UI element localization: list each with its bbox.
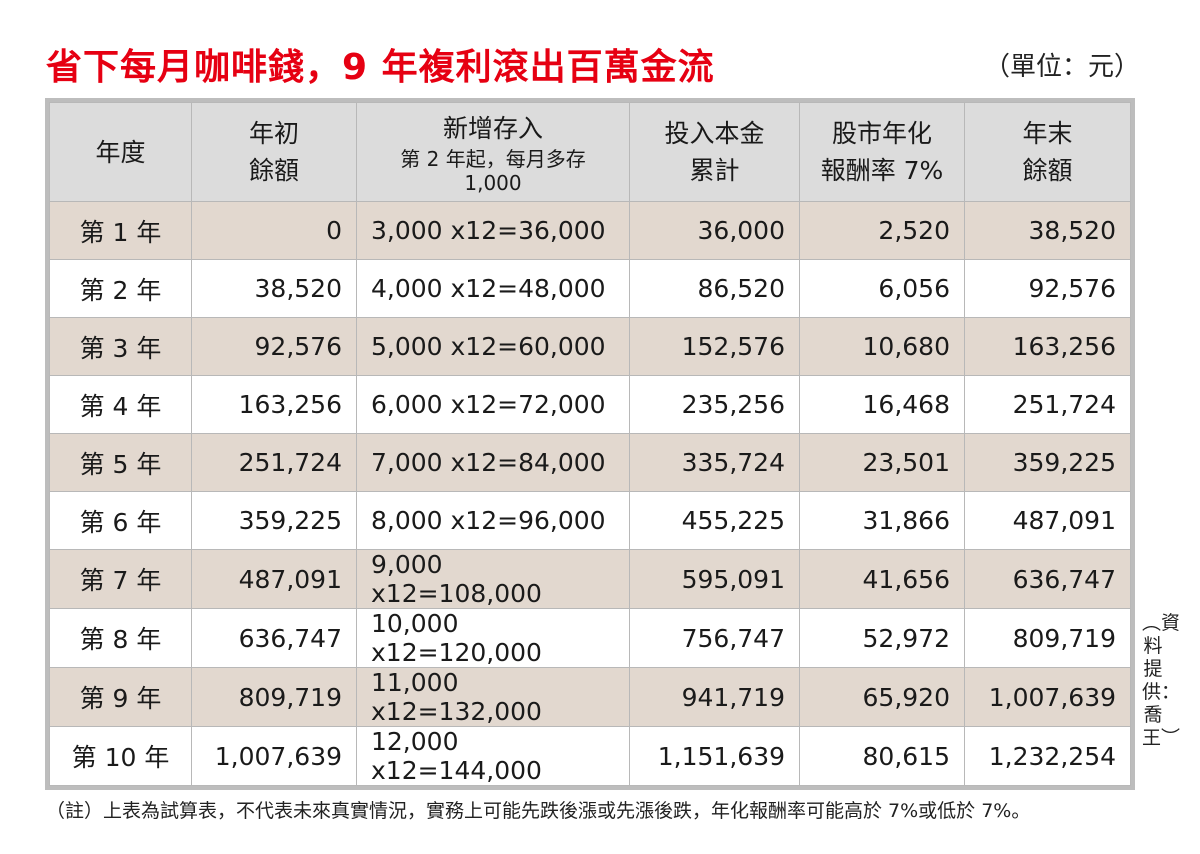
column-header: 年初 餘額 xyxy=(191,102,357,202)
table-cell: 12,000 x12=144,000 xyxy=(356,726,630,786)
table-cell: 23,501 xyxy=(799,433,965,492)
table-cell: 1,151,639 xyxy=(629,726,800,786)
table-row: 第 8 年 636,747 10,000 x12=120,000 756,747 52,… xyxy=(49,608,1131,668)
table-cell: 第 6 年 xyxy=(49,491,192,550)
table-cell: 第 1 年 xyxy=(49,201,192,260)
table-cell: 31,866 xyxy=(799,491,965,550)
table-cell: 第 4 年 xyxy=(49,375,192,434)
table-cell: 5,000 x12=60,000 xyxy=(356,317,630,376)
unit-label: （單位：元） xyxy=(983,52,1140,82)
table-cell: 第 9 年 xyxy=(49,667,192,727)
table-cell: 3,000 x12=36,000 xyxy=(356,201,630,260)
table-cell: 38,520 xyxy=(191,259,357,318)
column-header-sublabel: 第 2 年起，每月多存 1,000 xyxy=(400,146,586,195)
column-header-label: 年末 餘額 xyxy=(1022,119,1073,185)
column-header: 年末 餘額 xyxy=(964,102,1131,202)
table-cell: 9,000 x12=108,000 xyxy=(356,549,630,609)
table-cell: 0 xyxy=(191,201,357,260)
table-cell: 38,520 xyxy=(964,201,1131,260)
table-row: 第 2 年 38,520 4,000 x12=48,000 86,520 6,056 92… xyxy=(49,259,1131,318)
table-row: 第 1 年 0 3,000 x12=36,000 36,000 2,520 38,520 xyxy=(49,201,1131,260)
savings-table: 年度 年初 餘額 新增存入第 2 年起，每月多存 1,000 投入本金 累計 股市年化 … xyxy=(45,98,1135,790)
table-cell: 359,225 xyxy=(191,491,357,550)
table-row: 第 9 年 809,719 11,000 x12=132,000 941,719 65,… xyxy=(49,667,1131,727)
column-header-label: 年初 餘額 xyxy=(248,119,299,185)
table-cell: 52,972 xyxy=(799,608,965,668)
table-cell: 636,747 xyxy=(191,608,357,668)
table-cell: 455,225 xyxy=(629,491,800,550)
table-cell: 487,091 xyxy=(191,549,357,609)
table-row: 第 7 年 487,091 9,000 x12=108,000 595,091 41,6… xyxy=(49,549,1131,609)
column-header: 投入本金 累計 xyxy=(629,102,800,202)
table-row: 第 4 年 163,256 6,000 x12=72,000 235,256 16,46… xyxy=(49,375,1131,434)
table-cell: 4,000 x12=48,000 xyxy=(356,259,630,318)
footnote: （註）上表為試算表，不代表未來真實情況，實務上可能先跌後漲或先漲後跌，年化報酬率… xyxy=(46,800,1031,822)
table-cell: 92,576 xyxy=(191,317,357,376)
table-cell: 92,576 xyxy=(964,259,1131,318)
table-cell: 1,007,639 xyxy=(191,726,357,786)
table-cell: 251,724 xyxy=(191,433,357,492)
table-cell: 第 7 年 xyxy=(49,549,192,609)
table-cell: 86,520 xyxy=(629,259,800,318)
table-cell: 152,576 xyxy=(629,317,800,376)
table-cell: 163,256 xyxy=(191,375,357,434)
table-cell: 第 3 年 xyxy=(49,317,192,376)
table-cell: 809,719 xyxy=(191,667,357,727)
table-row: 第 3 年 92,576 5,000 x12=60,000 152,576 10,680… xyxy=(49,317,1131,376)
table-cell: 65,920 xyxy=(799,667,965,727)
column-header: 股市年化 報酬率 7% xyxy=(799,102,965,202)
table-cell: 10,000 x12=120,000 xyxy=(356,608,630,668)
table-row: 第 6 年 359,225 8,000 x12=96,000 455,225 31,86… xyxy=(49,491,1131,550)
table-cell: 36,000 xyxy=(629,201,800,260)
table-cell: 756,747 xyxy=(629,608,800,668)
table-cell: 7,000 x12=84,000 xyxy=(356,433,630,492)
column-header: 年度 xyxy=(49,102,192,202)
table-cell: 10,680 xyxy=(799,317,965,376)
table-cell: 8,000 x12=96,000 xyxy=(356,491,630,550)
table-cell: 第 8 年 xyxy=(49,608,192,668)
table-row: 第 5 年 251,724 7,000 x12=84,000 335,724 23,50… xyxy=(49,433,1131,492)
column-header-label: 投入本金 累計 xyxy=(664,119,765,185)
table-cell: 809,719 xyxy=(964,608,1131,668)
table-cell: 16,468 xyxy=(799,375,965,434)
table-cell: 487,091 xyxy=(964,491,1131,550)
table-cell: 595,091 xyxy=(629,549,800,609)
table-cell: 235,256 xyxy=(629,375,800,434)
page-title: 省下每月咖啡錢，9 年複利滾出百萬金流 xyxy=(46,47,715,88)
table-row: 第 10 年 1,007,639 12,000 x12=144,000 1,151,6… xyxy=(49,726,1131,786)
table-cell: 1,007,639 xyxy=(964,667,1131,727)
table-cell: 941,719 xyxy=(629,667,800,727)
table-cell: 41,656 xyxy=(799,549,965,609)
table-cell: 335,724 xyxy=(629,433,800,492)
table-cell: 11,000 x12=132,000 xyxy=(356,667,630,727)
table-cell: 第 10 年 xyxy=(49,726,192,786)
table-cell: 251,724 xyxy=(964,375,1131,434)
table-cell: 80,615 xyxy=(799,726,965,786)
column-header-label: 年度 xyxy=(95,137,146,167)
table-cell: 2,520 xyxy=(799,201,965,260)
table-cell: 163,256 xyxy=(964,317,1131,376)
table-cell: 第 2 年 xyxy=(49,259,192,318)
table-cell: 359,225 xyxy=(964,433,1131,492)
table-cell: 6,056 xyxy=(799,259,965,318)
table-cell: 6,000 x12=72,000 xyxy=(356,375,630,434)
table-header-row: 年度 年初 餘額 新增存入第 2 年起，每月多存 1,000 投入本金 累計 股市年化 … xyxy=(49,102,1131,202)
column-header: 新增存入第 2 年起，每月多存 1,000 xyxy=(356,102,630,202)
table-cell: 636,747 xyxy=(964,549,1131,609)
column-header-label: 股市年化 報酬率 7% xyxy=(820,119,944,185)
source-credit: ︵資料提供：喬王︶ xyxy=(1142,612,1181,749)
table-cell: 1,232,254 xyxy=(964,726,1131,786)
column-header-label: 新增存入 xyxy=(442,113,543,143)
table-cell: 第 5 年 xyxy=(49,433,192,492)
